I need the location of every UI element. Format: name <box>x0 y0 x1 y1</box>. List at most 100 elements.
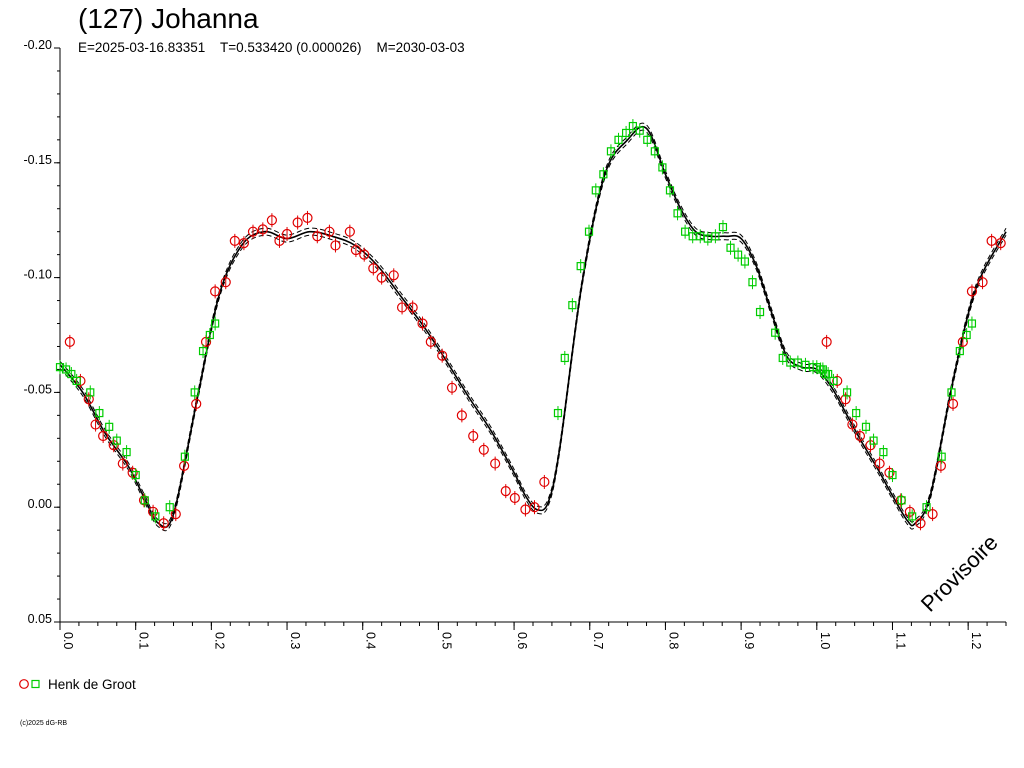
data-point-red-circle <box>437 348 448 363</box>
data-point-green-square <box>861 419 871 434</box>
data-point-green-square <box>908 509 917 524</box>
data-point-green-square <box>852 406 861 421</box>
data-point-red-circle <box>388 268 399 283</box>
y-tick-label: -0.15 <box>24 153 53 167</box>
x-tick-label: 0.3 <box>288 632 302 649</box>
data-point-green-square <box>771 325 780 340</box>
data-point-red-circle <box>281 226 293 241</box>
y-tick-label: -0.20 <box>24 38 53 52</box>
x-tick-label: 0.2 <box>212 632 226 649</box>
data-point-red-circle <box>935 458 947 473</box>
data-point-green-square <box>673 206 682 221</box>
data-point-green-square <box>165 500 174 515</box>
data-point-green-square <box>897 493 906 508</box>
data-point-green-square <box>829 373 838 388</box>
data-point-green-square <box>711 229 720 244</box>
data-point-green-square <box>967 316 977 331</box>
data-point-red-circle <box>468 429 479 444</box>
x-tick-label: 0.8 <box>666 632 680 649</box>
data-point-red-circle <box>368 261 379 276</box>
data-point-green-square <box>842 385 852 400</box>
data-point-green-square <box>665 183 675 198</box>
data-point-red-circle <box>425 334 436 349</box>
data-point-green-square <box>591 183 600 198</box>
data-point-red-circle <box>179 458 190 473</box>
data-point-red-circle <box>509 491 520 506</box>
y-tick-label: 0.00 <box>28 497 52 511</box>
fit-curve-group <box>59 122 1007 532</box>
data-point-green-square <box>726 240 735 255</box>
data-point-green-square <box>962 328 971 342</box>
chart-title: (127) Johanna <box>78 3 259 34</box>
data-point-green-square <box>606 144 616 159</box>
data-point-green-square <box>635 123 644 138</box>
data-point-red-circle <box>257 222 268 237</box>
data-point-green-square <box>190 385 199 400</box>
y-tick-label: -0.10 <box>24 268 53 282</box>
data-point-red-circle <box>83 392 94 407</box>
data-point-green-square <box>614 132 623 147</box>
x-tick-label: 0.5 <box>439 632 453 649</box>
data-point-red-circle <box>170 507 181 522</box>
data-point-red-circle <box>821 334 832 349</box>
y-tick-label: 0.05 <box>28 612 52 626</box>
data-point-red-circle <box>539 474 550 489</box>
x-tick-label: 0.6 <box>515 632 529 649</box>
data-point-green-square <box>816 362 825 377</box>
x-tick-label: 0.4 <box>364 632 378 649</box>
data-point-red-circle <box>977 275 988 290</box>
data-point-green-square <box>95 406 104 421</box>
data-point-green-square <box>888 468 897 483</box>
watermark-provisoire: Provisoire <box>916 530 1003 617</box>
data-point-red-circle <box>64 334 75 349</box>
data-point-green-square <box>205 328 214 342</box>
data-point-red-circle <box>966 284 978 299</box>
x-tick-label: 0.9 <box>742 632 756 649</box>
data-point-green-square <box>55 360 65 375</box>
data-point-red-circle <box>117 456 128 471</box>
data-point-red-circle <box>147 504 159 519</box>
data-point-green-square <box>180 449 189 464</box>
data-point-red-circle <box>417 316 428 331</box>
data-point-red-circle <box>529 500 540 515</box>
data-point-green-square <box>628 119 637 134</box>
data-points-group <box>55 119 1006 531</box>
data-point-red-circle <box>220 275 231 290</box>
data-point-green-square <box>576 259 585 274</box>
data-point-red-circle <box>98 429 109 444</box>
data-point-red-circle <box>324 224 335 239</box>
data-point-red-circle <box>344 224 355 239</box>
data-point-green-square <box>140 493 149 508</box>
data-point-red-circle <box>158 516 169 531</box>
x-tick-label: 0.0 <box>61 632 75 649</box>
data-point-green-square <box>621 125 631 140</box>
data-point-green-square <box>198 344 208 359</box>
x-tick-label: 1.0 <box>818 632 832 649</box>
data-point-green-square <box>681 224 690 239</box>
data-point-red-circle <box>847 417 858 432</box>
data-point-red-circle <box>274 233 285 248</box>
data-point-red-circle <box>330 238 341 253</box>
data-point-red-circle <box>915 516 926 531</box>
data-point-green-square <box>778 350 787 365</box>
data-point-green-square <box>755 305 765 320</box>
data-point-red-circle <box>350 243 362 258</box>
data-point-green-square <box>740 254 750 269</box>
data-point-green-square <box>748 275 757 290</box>
data-point-red-circle <box>210 284 221 299</box>
fit-curve-lower <box>59 129 1007 532</box>
x-tick-label: 0.1 <box>137 632 151 649</box>
data-point-red-circle <box>292 215 303 230</box>
data-point-green-square <box>879 445 888 460</box>
data-point-green-square <box>553 406 563 421</box>
data-point-green-square <box>922 500 931 515</box>
data-point-red-circle <box>238 236 250 251</box>
data-point-green-square <box>703 231 712 246</box>
data-point-green-square <box>151 509 160 524</box>
legend: Henk de Groot <box>18 675 136 693</box>
data-point-green-square <box>67 367 76 382</box>
data-point-red-circle <box>478 442 489 457</box>
data-point-green-square <box>821 367 830 382</box>
chart-subtitle: E=2025-03-16.83351 T=0.533420 (0.000026)… <box>78 40 465 55</box>
